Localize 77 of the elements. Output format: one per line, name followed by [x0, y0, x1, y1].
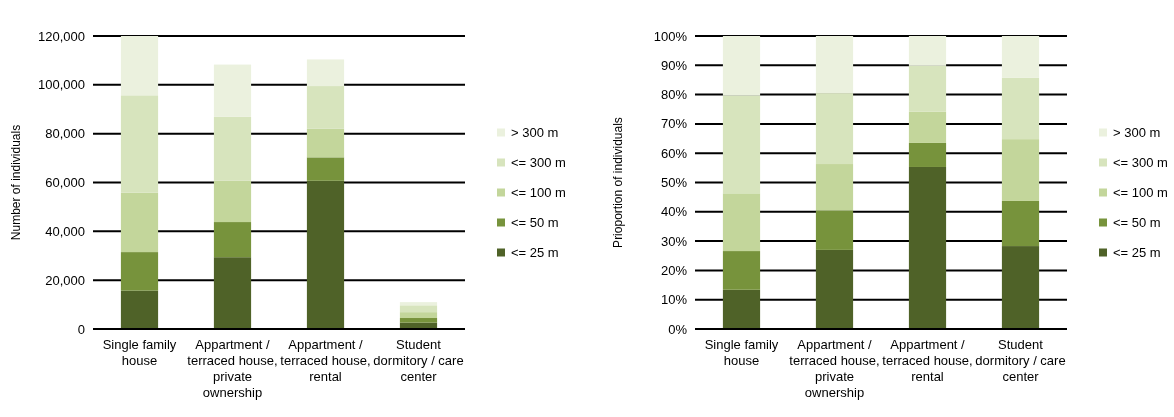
bar — [306, 128, 345, 158]
y-tick-label: 20,000 — [45, 272, 85, 288]
y-tick-label: 40% — [660, 204, 688, 220]
bar — [722, 193, 761, 252]
bar — [722, 95, 761, 194]
bar — [722, 251, 761, 290]
bar — [1001, 36, 1040, 78]
y-tick-label: 80,000 — [45, 126, 85, 142]
legend-label: <= 50 m — [511, 215, 559, 231]
bar — [815, 210, 854, 250]
bar — [306, 59, 345, 87]
bar — [213, 257, 252, 329]
y-tick-label: 50% — [660, 175, 688, 191]
legend-label: <= 300 m — [511, 155, 566, 171]
bar — [1001, 200, 1040, 247]
bar — [213, 180, 252, 223]
bar — [722, 36, 761, 96]
bar — [908, 111, 947, 143]
bar — [908, 166, 947, 329]
y-tick-label: 0 — [77, 321, 85, 337]
legend-label: <= 25 m — [511, 245, 559, 261]
bar — [722, 289, 761, 329]
bar — [399, 312, 438, 319]
y-tick-label: 70% — [660, 116, 688, 132]
bar — [1001, 77, 1040, 140]
bar — [1001, 246, 1040, 329]
legend-label: <= 50 m — [1113, 215, 1161, 231]
bar — [815, 164, 854, 211]
legend-label: > 300 m — [1113, 125, 1161, 141]
legend-label: <= 25 m — [1113, 245, 1161, 261]
bar — [120, 290, 159, 329]
x-tick-label: Student dormitory / care center — [975, 337, 1066, 384]
bar — [399, 302, 438, 306]
bar — [306, 180, 345, 329]
bar — [120, 95, 159, 193]
x-tick-label: Appartment / terraced house, rental — [882, 337, 973, 384]
x-tick-label: Student dormitory / care center — [373, 337, 464, 384]
legend-label: > 300 m — [511, 125, 559, 141]
bar — [908, 36, 947, 66]
y-tick-label: 0% — [668, 321, 688, 337]
x-tick-label: Single family house — [102, 337, 177, 368]
bar — [815, 36, 854, 94]
bar — [908, 65, 947, 112]
y-tick-label: 60,000 — [45, 175, 85, 191]
x-tick-label: Appartment / terraced house, private ownership — [187, 337, 278, 400]
bar — [1001, 139, 1040, 201]
x-tick-label: Appartment / terraced house, rental — [280, 337, 371, 384]
legend-label: <= 100 m — [511, 185, 566, 201]
y-axis-title: Number of individuals — [9, 124, 23, 241]
bar — [120, 192, 159, 253]
y-tick-label: 100% — [653, 28, 688, 44]
bar — [399, 305, 438, 313]
y-tick-label: 80% — [660, 87, 688, 103]
y-tick-label: 40,000 — [45, 223, 85, 239]
bar — [908, 142, 947, 167]
y-axis-title: Prioportion of individuals — [611, 117, 625, 248]
y-tick-label: 10% — [660, 292, 688, 308]
y-tick-label: 20% — [660, 262, 688, 278]
bar — [306, 86, 345, 129]
bar — [213, 64, 252, 117]
bar — [306, 157, 345, 181]
bar — [815, 93, 854, 165]
bar — [213, 222, 252, 258]
legend-label: <= 300 m — [1113, 155, 1168, 171]
y-tick-label: 100,000 — [38, 77, 85, 93]
bar — [120, 36, 159, 96]
y-tick-label: 60% — [660, 145, 688, 161]
y-tick-label: 90% — [660, 57, 688, 73]
bar — [815, 249, 854, 329]
bar — [213, 116, 252, 181]
legend-label: <= 100 m — [1113, 185, 1168, 201]
x-tick-label: Appartment / terraced house, private ownership — [789, 337, 880, 400]
bar — [120, 252, 159, 291]
x-tick-label: Single family house — [704, 337, 779, 368]
bar — [399, 318, 438, 323]
y-tick-label: 30% — [660, 233, 688, 249]
y-tick-label: 120,000 — [38, 28, 85, 44]
